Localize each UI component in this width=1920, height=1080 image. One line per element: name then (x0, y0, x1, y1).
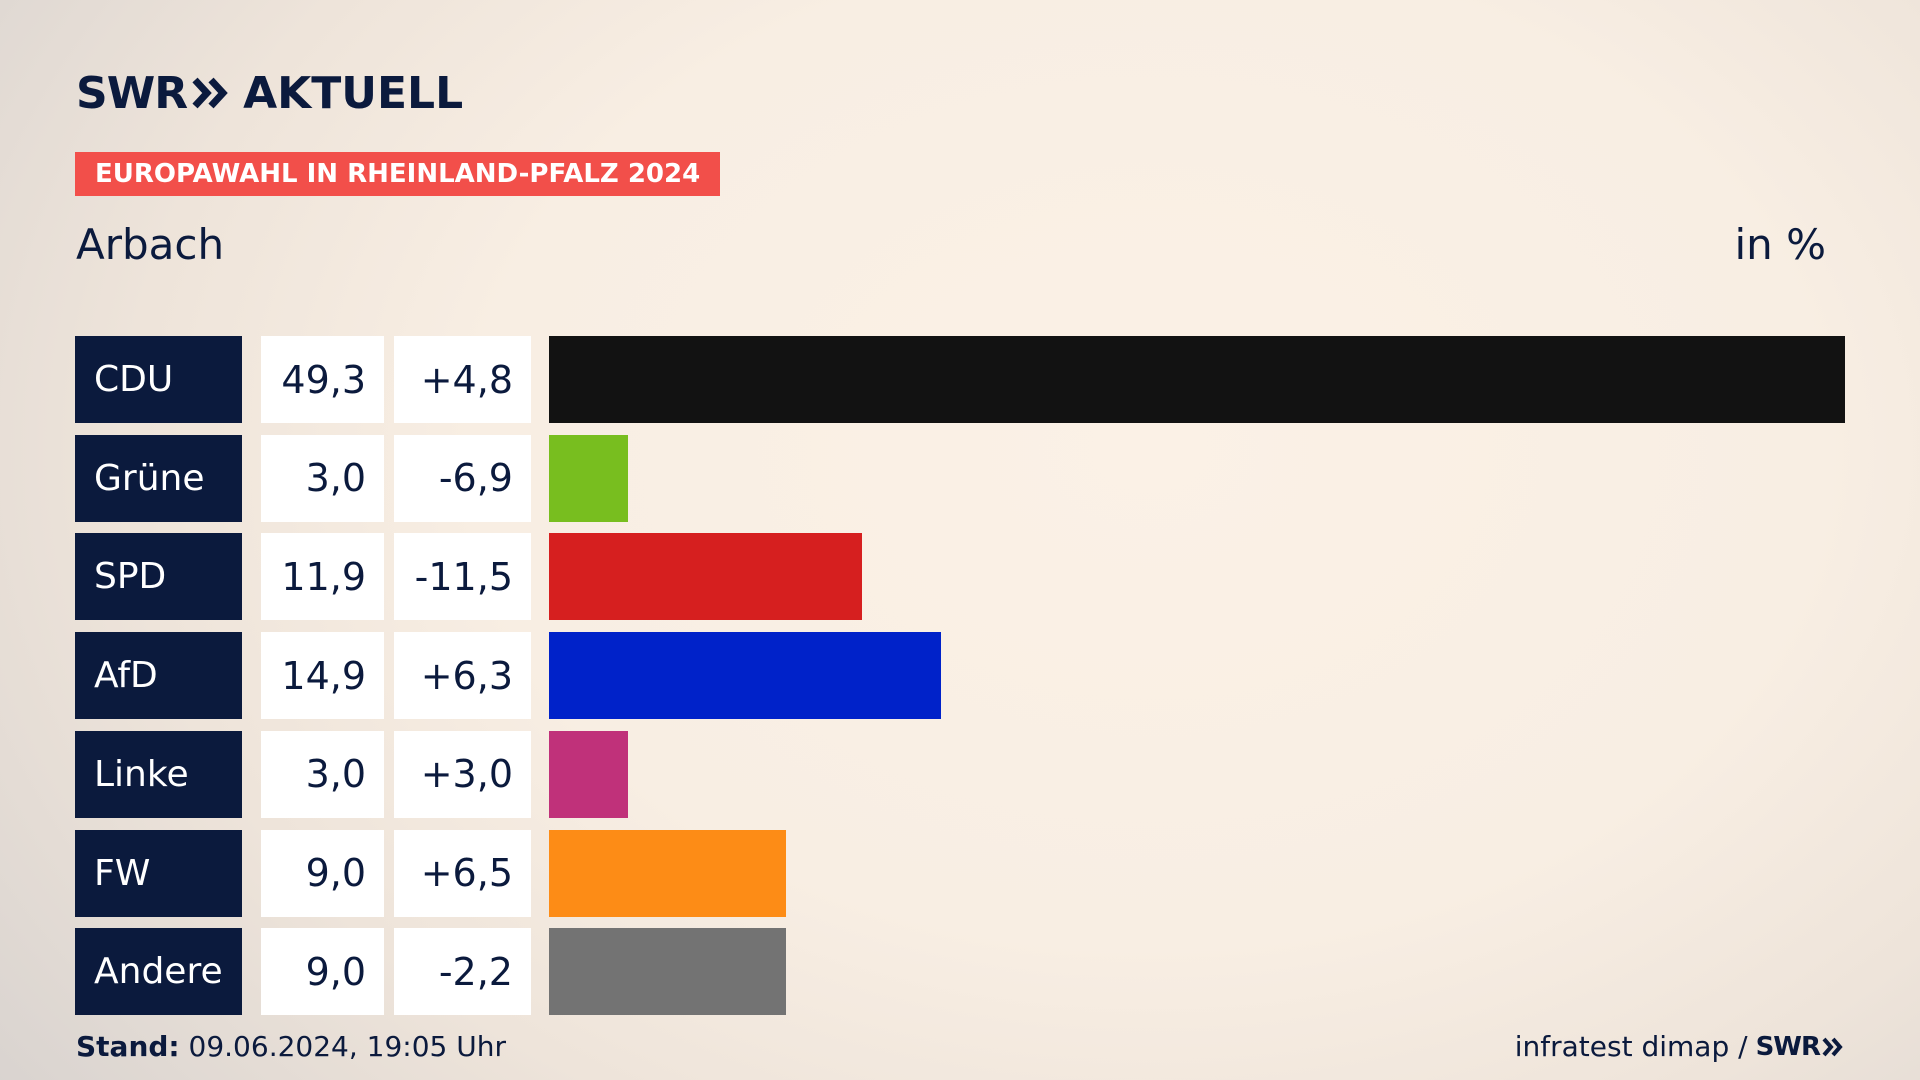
party-diff-label: +4,8 (394, 336, 531, 423)
party-bar (549, 928, 786, 1016)
source-credit: infratest dimap / SWR (1515, 1030, 1844, 1063)
party-value-label: 9,0 (261, 928, 384, 1016)
party-name: Andere (75, 928, 242, 1016)
party-bar (549, 533, 862, 621)
party-name: Linke (75, 730, 242, 818)
double-chevron-icon (192, 77, 228, 109)
swr-aktuell-logo: SWR AKTUELL (76, 67, 464, 119)
party-bar (549, 434, 628, 522)
party-name: SPD (75, 533, 242, 621)
party-name: AfD (75, 632, 242, 720)
place-title: Arbach (76, 220, 225, 269)
party-bar (549, 632, 941, 720)
party-value-label: 3,0 (261, 730, 384, 818)
party-diff-label: +6,3 (394, 632, 531, 720)
stand-label: Stand: (76, 1030, 180, 1063)
double-chevron-icon (1822, 1037, 1843, 1056)
party-value-label: 14,9 (261, 632, 384, 720)
party-bar (549, 829, 786, 917)
party-value-label: 49,3 (261, 336, 384, 423)
logo-aktuell-text: AKTUELL (243, 67, 464, 119)
party-name: CDU (75, 336, 242, 423)
party-diff-label: +6,5 (394, 829, 531, 917)
party-name: Grüne (75, 434, 242, 522)
party-diff-label: -11,5 (394, 533, 531, 621)
party-diff-label: -6,9 (394, 434, 531, 522)
logo-swr-text: SWR (76, 67, 188, 119)
timestamp: Stand: 09.06.2024, 19:05 Uhr (76, 1030, 506, 1063)
party-value-label: 9,0 (261, 829, 384, 917)
source-swr-logo: SWR (1755, 1031, 1821, 1062)
party-diff-label: +3,0 (394, 730, 531, 818)
party-value-label: 3,0 (261, 434, 384, 522)
party-value-label: 11,9 (261, 533, 384, 621)
source-text: infratest dimap / (1514, 1030, 1748, 1063)
stand-value: 09.06.2024, 19:05 Uhr (188, 1030, 506, 1063)
party-name: FW (75, 829, 242, 917)
unit-label: in % (1734, 220, 1826, 269)
election-banner: EUROPAWAHL IN RHEINLAND-PFALZ 2024 (75, 152, 721, 196)
party-bar (549, 336, 1845, 423)
party-bar (549, 730, 628, 818)
party-diff-label: -2,2 (394, 928, 531, 1016)
